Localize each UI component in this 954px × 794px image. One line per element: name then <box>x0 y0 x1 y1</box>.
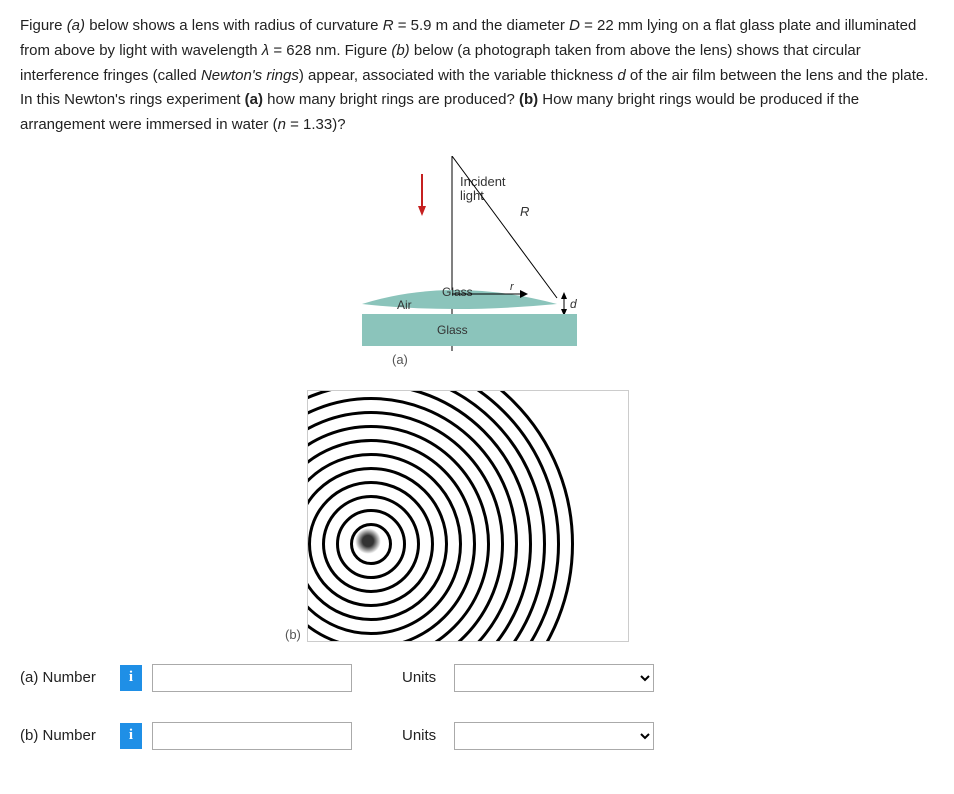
air-label: Air <box>397 298 412 312</box>
answer-row-b: (b) Number i Units <box>20 722 934 750</box>
figure-b <box>307 390 629 642</box>
answer-row-a: (a) Number i Units <box>20 664 934 692</box>
answer-a-number-input[interactable] <box>152 664 352 692</box>
d-label: d <box>570 297 577 311</box>
answer-a-units-label: Units <box>402 669 436 686</box>
answer-b-label: (b) Number <box>20 727 110 744</box>
glass-bottom-label: Glass <box>437 323 468 337</box>
r-label: r <box>510 281 515 293</box>
info-icon[interactable]: i <box>120 723 142 749</box>
answer-b-number-input[interactable] <box>152 722 352 750</box>
answer-b-units-label: Units <box>402 727 436 744</box>
R-label: R <box>520 204 529 219</box>
glass-top-label: Glass <box>442 285 473 299</box>
question-text: Figure (a) below shows a lens with radiu… <box>20 14 934 138</box>
answer-a-label: (a) Number <box>20 669 110 686</box>
info-icon[interactable]: i <box>120 665 142 691</box>
figure-a: Incident light R Glass Air r d Glass (a) <box>342 156 612 376</box>
answer-b-units-select[interactable] <box>454 722 654 750</box>
figure-a-caption: (a) <box>392 352 408 367</box>
answer-a-units-select[interactable] <box>454 664 654 692</box>
figure-b-caption: (b) <box>285 627 301 642</box>
